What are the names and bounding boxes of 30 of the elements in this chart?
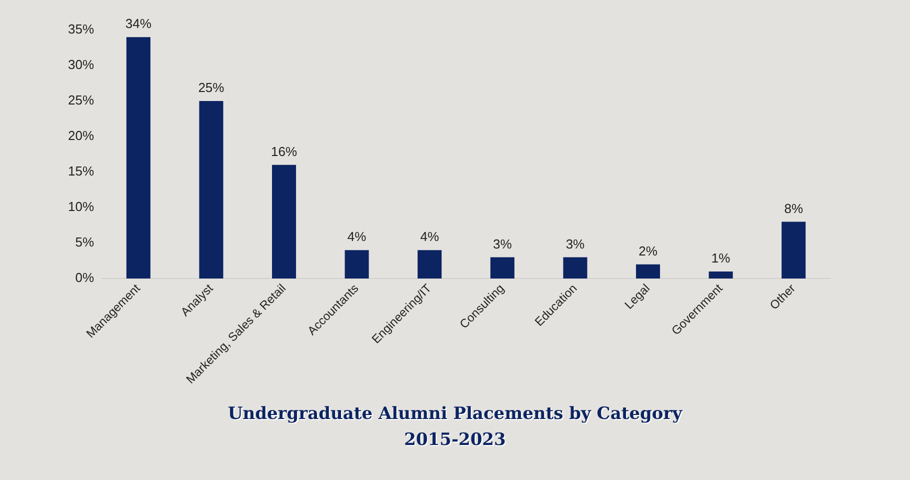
bar [636,264,660,279]
bar [126,37,150,279]
data-label: 4% [420,229,440,244]
y-tick-label: 10% [68,199,94,214]
y-tick-label: 15% [68,164,94,179]
bar [344,250,369,279]
data-label: 4% [347,229,367,244]
data-label: 8% [784,200,804,216]
y-tick-label: 0% [75,270,94,286]
data-label: 16% [271,144,298,160]
data-label: 3% [493,236,512,252]
data-label: 3% [566,236,586,252]
y-tick-label: 30% [68,57,94,72]
bar [199,101,224,279]
text: Undergraduate Alumni Placements by Category [226,404,684,424]
bar [272,164,296,279]
y-tick-label: 35% [68,22,94,37]
bar [418,250,442,279]
bar [708,271,733,279]
data-label: 1% [711,250,731,266]
bar [563,257,588,279]
data-label: 34% [125,16,152,32]
data-label: 2% [638,243,658,258]
y-tick-label: 5% [75,234,94,250]
text: 2015-2023 [403,430,507,450]
y-tick-label: 20% [68,128,94,144]
y-tick-label: 25% [68,92,94,108]
bar [490,257,514,279]
data-label: 25% [198,80,225,96]
bar [782,222,806,279]
